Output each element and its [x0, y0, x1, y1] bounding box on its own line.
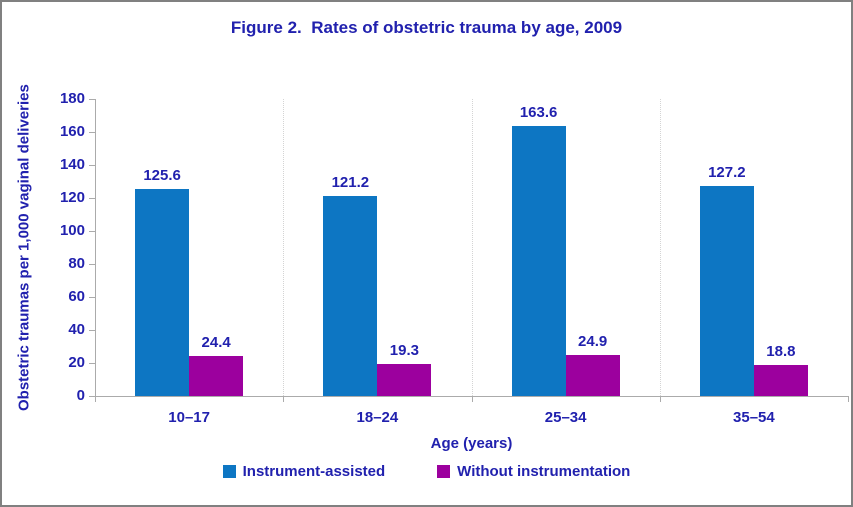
bar-instrument-assisted — [323, 196, 378, 396]
x-category-label: 10–17 — [168, 409, 210, 426]
y-tick-label: 80 — [68, 255, 85, 272]
legend-label: Instrument-assisted — [242, 463, 386, 480]
y-tick-mark — [89, 363, 95, 364]
bar-without-instrumentation — [565, 354, 620, 396]
bar-value-label: 24.9 — [578, 332, 608, 350]
x-axis-title: Age (years) — [430, 435, 513, 452]
legend-swatch-icon — [437, 465, 451, 478]
bar-without-instrumentation — [753, 364, 808, 396]
y-tick-mark — [89, 264, 95, 265]
y-tick-label: 0 — [76, 387, 85, 404]
y-tick-mark — [89, 330, 95, 331]
bar-value-label: 24.4 — [201, 333, 231, 351]
chart-title: Figure 2. Rates of obstetric trauma by a… — [230, 18, 623, 37]
category-separator-gridline — [471, 99, 473, 396]
category-separator-gridline — [659, 99, 661, 396]
y-tick-mark — [89, 396, 95, 397]
y-axis-line — [95, 99, 96, 397]
y-tick-label: 160 — [59, 123, 85, 140]
bar-without-instrumentation — [377, 364, 432, 396]
bar-instrument-assisted — [135, 188, 190, 396]
y-tick-label: 60 — [68, 288, 85, 305]
y-tick-label: 40 — [68, 321, 85, 338]
y-axis-title: Obstetric traumas per 1,000 vaginal deli… — [15, 84, 33, 412]
x-tick-mark — [95, 396, 96, 402]
legend: Instrument-assisted Without instrumentati… — [2, 463, 851, 480]
bar-value-label: 121.2 — [331, 174, 370, 192]
y-tick-mark — [89, 231, 95, 232]
y-tick-mark — [89, 99, 95, 100]
y-tick-label: 20 — [68, 354, 85, 371]
y-tick-label: 120 — [59, 189, 85, 206]
y-tick-label: 180 — [59, 90, 85, 107]
x-tick-mark — [471, 396, 473, 402]
bar-instrument-assisted — [699, 186, 754, 396]
x-tick-mark — [283, 396, 285, 402]
category-separator-gridline — [283, 99, 285, 396]
x-tick-mark — [659, 396, 661, 402]
y-tick-mark — [89, 132, 95, 133]
bar-value-label: 125.6 — [143, 166, 181, 184]
bar-value-label: 19.3 — [389, 342, 419, 360]
y-tick-label: 140 — [59, 156, 85, 173]
bar-value-label: 18.8 — [766, 342, 796, 360]
x-tick-mark — [848, 396, 849, 402]
x-category-label: 35–54 — [733, 409, 775, 426]
y-tick-mark — [89, 198, 95, 199]
bar-value-label: 163.6 — [519, 104, 558, 122]
y-tick-mark — [89, 297, 95, 298]
x-category-label: 25–34 — [544, 409, 587, 426]
legend-item: Without instrumentation — [437, 463, 630, 480]
x-axis-line — [90, 396, 848, 397]
bar-instrument-assisted — [511, 126, 566, 396]
legend-label: Without instrumentation — [457, 463, 631, 480]
legend-swatch-icon — [222, 465, 236, 478]
legend-item: Instrument-assisted — [222, 463, 386, 480]
x-category-label: 18–24 — [356, 409, 399, 426]
bar-value-label: 127.2 — [708, 164, 746, 182]
y-tick-label: 100 — [59, 222, 85, 239]
y-tick-mark — [89, 165, 95, 166]
bar-without-instrumentation — [189, 355, 244, 396]
